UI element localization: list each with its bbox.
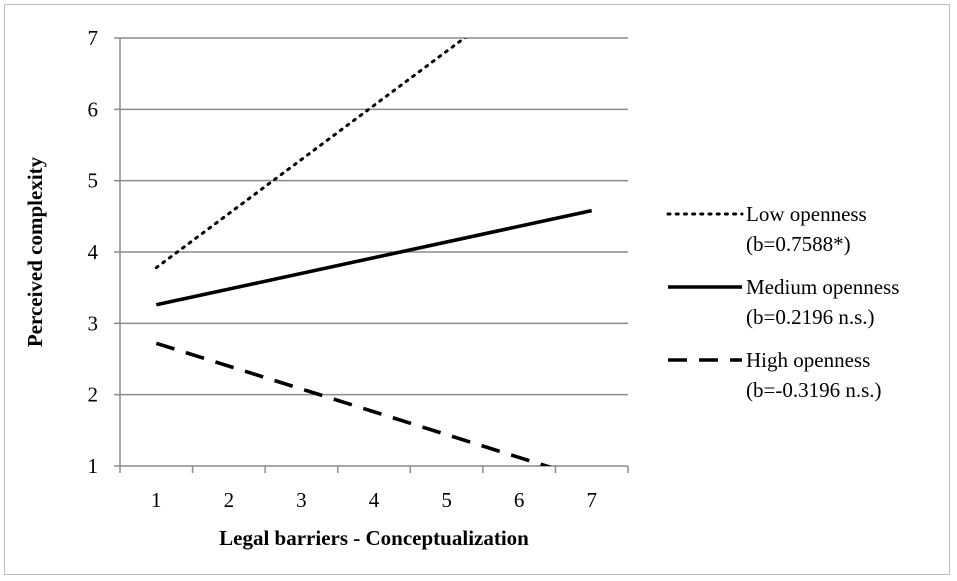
x-tick-label-6: 6 <box>514 488 525 512</box>
x-tick-label-3: 3 <box>296 488 307 512</box>
legend-coefficient-1: (b=0.2196 n.s.) <box>746 305 875 329</box>
y-tick-label-5: 5 <box>88 169 99 193</box>
series-layer <box>154 38 593 466</box>
grid-lines <box>120 37 628 396</box>
legend-coefficient-0: (b=0.7588*) <box>746 232 851 256</box>
y-tick-label-4: 4 <box>88 240 99 264</box>
series-line-medium-openness <box>155 208 593 307</box>
legend-label-1: Medium openness <box>746 275 899 299</box>
legend: Low openness (b=0.7588*) Medium openness (b… <box>666 202 899 402</box>
chart-frame <box>4 4 950 575</box>
legend-label-2: High openness <box>746 348 870 372</box>
series-line-low-openness <box>154 38 467 270</box>
x-tick-label-1: 1 <box>151 488 162 512</box>
x-tick-label-2: 2 <box>224 488 235 512</box>
series-line-high-openness <box>155 341 553 466</box>
legend-coefficient-2: (b=-0.3196 n.s.) <box>746 378 882 402</box>
x-tick-label-5: 5 <box>441 488 452 512</box>
y-tick-label-3: 3 <box>88 311 99 335</box>
x-tick-label-7: 7 <box>586 488 597 512</box>
y-tick-label-7: 7 <box>88 26 99 50</box>
x-tick-label-4: 4 <box>369 488 380 512</box>
legend-label-0: Low openness <box>746 202 867 226</box>
y-tick-label-1: 1 <box>88 454 99 478</box>
y-axis-title: Perceived complexity <box>23 156 47 347</box>
tick-labels: 1 2 3 4 5 6 7 1 2 3 4 5 6 7 <box>88 26 597 512</box>
axes <box>114 37 629 473</box>
x-axis-title: Legal barriers - Conceptualization <box>219 526 529 550</box>
y-tick-label-6: 6 <box>88 97 99 121</box>
y-tick-label-2: 2 <box>88 383 99 407</box>
